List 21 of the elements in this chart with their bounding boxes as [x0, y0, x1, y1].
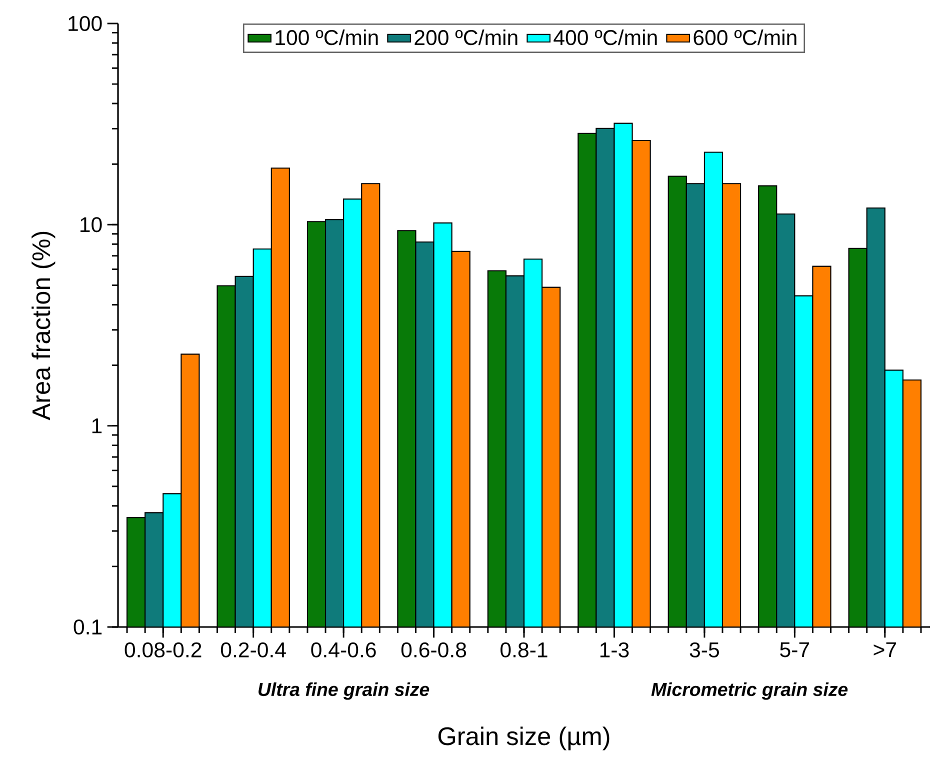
x-tick-label: 5-7: [780, 642, 810, 658]
x-axis-title: Grain size (µm): [438, 726, 610, 750]
y-axis-title: Area fraction (%): [32, 232, 56, 420]
x-tick-label: 1-3: [600, 642, 629, 658]
x-tick-label: 0.8-1: [500, 642, 548, 658]
text: Ultra fine grain size: [258, 682, 430, 700]
legend-label: 100 ºC/min: [276, 29, 378, 46]
y-tick-label: 10: [80, 217, 102, 232]
legend-label: 600 ºC/min: [694, 29, 796, 46]
y-tick-label: 0.1: [74, 619, 102, 635]
text: Micrometric grain size: [651, 682, 848, 700]
x-tick-label: 0.08-0.2: [124, 642, 202, 658]
x-tick-label: >7: [874, 642, 896, 657]
legend-label: 400 ºC/min: [554, 29, 657, 46]
legend-label: 200 ºC/min: [414, 29, 518, 46]
x-tick-label: 0.6-0.8: [401, 642, 466, 658]
x-tick-label: 0.4-0.6: [311, 642, 376, 658]
x-tick-label: 3-5: [690, 642, 719, 658]
y-tick-label: 100: [68, 16, 102, 32]
x-tick-label: 0.2-0.4: [220, 642, 286, 658]
y-tick-label: 1: [92, 418, 102, 434]
